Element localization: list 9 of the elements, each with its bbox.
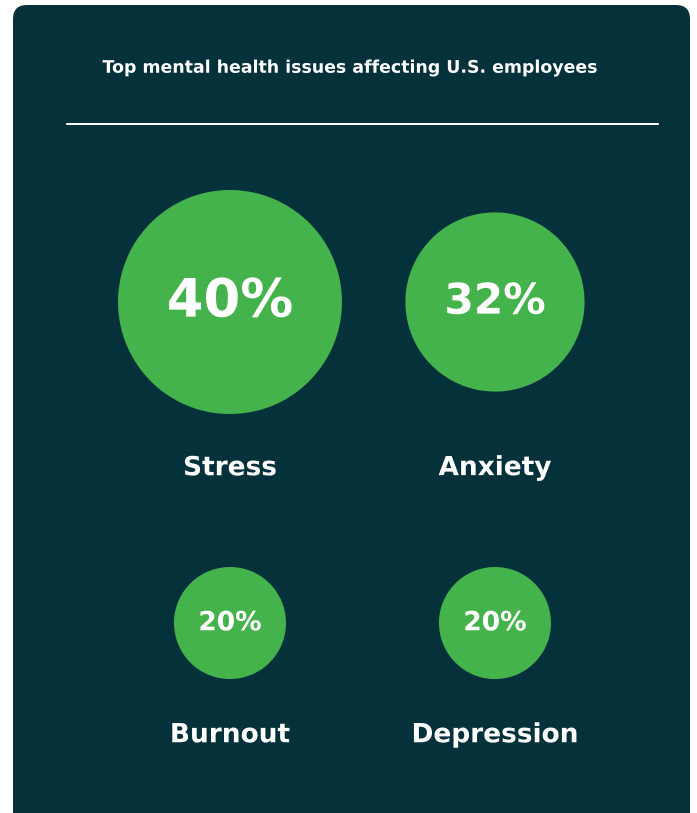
data-label: 32% (447, 282, 544, 314)
category-label: Anxiety (438, 455, 552, 481)
data-label: 20% (465, 610, 526, 631)
category-label: Stress (184, 456, 276, 476)
data-label: 20% (200, 610, 261, 631)
text: Top mental health issues affecting U.S. employees (102, 60, 597, 76)
category-label: Burnout (172, 723, 290, 743)
data-label: 40% (169, 277, 292, 318)
category-label: Depression (414, 722, 576, 748)
